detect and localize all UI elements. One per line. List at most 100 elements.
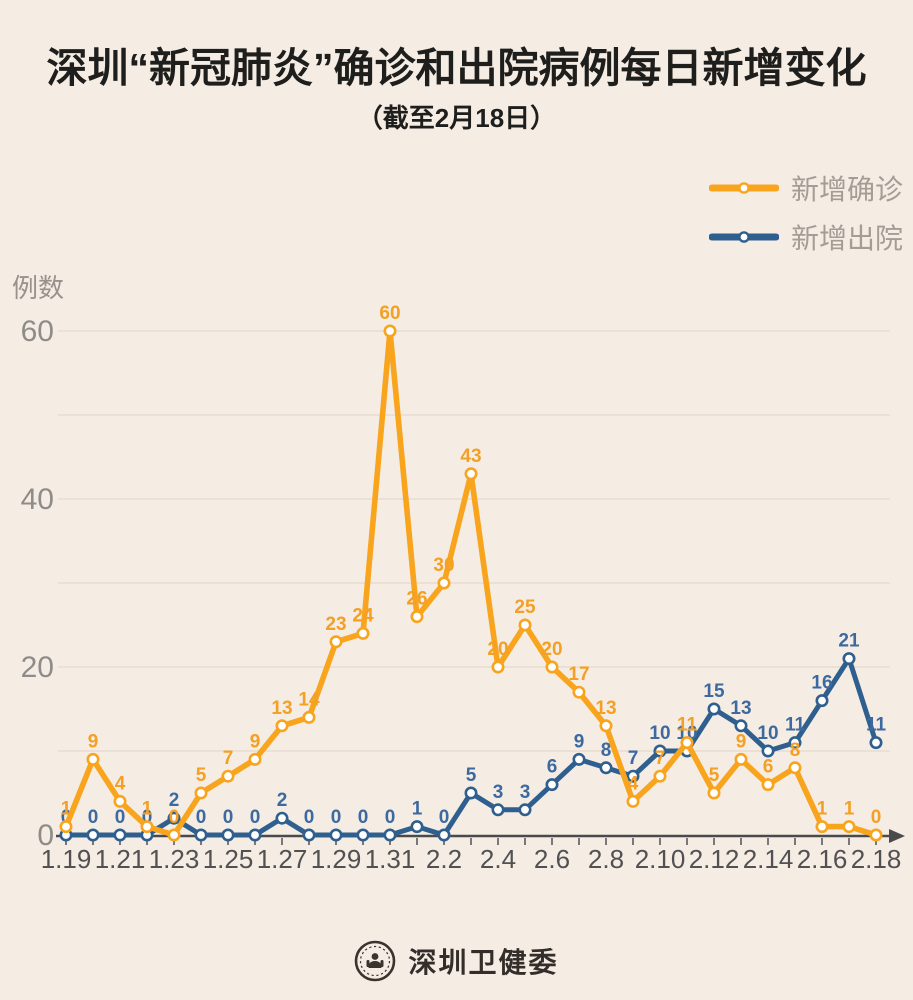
data-label-discharged: 0 [358, 807, 369, 828]
data-point-discharged [545, 778, 559, 792]
data-label-discharged: 10 [649, 723, 670, 744]
data-point-discharged [599, 761, 613, 775]
data-point-confirmed [653, 769, 667, 783]
data-point-discharged [761, 744, 775, 758]
x-tick-label: 2.6 [534, 844, 570, 874]
data-point-discharged [707, 702, 721, 716]
publisher-logo-icon [355, 940, 396, 982]
y-tick-label: 60 [21, 315, 54, 348]
series-line-discharged [63, 656, 879, 838]
data-point-discharged [491, 803, 505, 817]
legend-line-discharged-icon [708, 231, 779, 243]
data-label-discharged: 0 [61, 807, 72, 828]
data-label-discharged: 9 [574, 731, 585, 752]
data-label-discharged: 0 [142, 807, 153, 828]
data-point-confirmed [140, 820, 154, 834]
data-label-confirmed: 1 [61, 799, 72, 820]
data-label-confirmed: 6 [763, 757, 774, 778]
data-label-discharged: 3 [493, 782, 504, 803]
data-label-confirmed: 26 [406, 589, 427, 610]
data-point-confirmed [464, 467, 478, 481]
data-point-discharged [383, 828, 397, 842]
data-point-confirmed [491, 660, 505, 674]
legend-label-confirmed: 新增确诊 [790, 174, 903, 205]
data-label-discharged: 0 [250, 807, 261, 828]
data-point-confirmed [59, 820, 73, 834]
data-label-discharged: 21 [838, 631, 860, 652]
data-point-confirmed [383, 324, 397, 338]
data-label-discharged: 2 [169, 790, 180, 811]
data-label-confirmed: 43 [460, 446, 481, 467]
data-point-discharged [815, 694, 829, 708]
data-label-discharged: 13 [730, 698, 751, 719]
data-label-discharged: 7 [628, 748, 639, 769]
legend-item-confirmed: 新增确诊 [708, 168, 903, 208]
data-label-discharged: 11 [866, 715, 887, 736]
data-label-confirmed: 11 [677, 715, 698, 736]
data-label-discharged: 10 [676, 723, 697, 744]
x-tick-label: 1.21 [95, 844, 146, 874]
x-tick-label: 2.14 [743, 844, 794, 874]
data-point-confirmed [626, 794, 640, 808]
data-point-confirmed [599, 719, 613, 733]
legend-label-discharged: 新增出院 [790, 223, 903, 254]
x-tick-label: 2.8 [588, 844, 624, 874]
data-point-confirmed [221, 769, 235, 783]
data-label-discharged: 11 [785, 715, 806, 736]
data-point-confirmed [734, 752, 748, 766]
data-point-confirmed [248, 752, 262, 766]
data-point-confirmed [86, 752, 100, 766]
x-tick-label: 1.29 [311, 844, 362, 874]
data-label-confirmed: 13 [271, 698, 292, 719]
y-axis-unit-label: 例数 [12, 273, 65, 303]
data-point-discharged [194, 828, 208, 842]
x-tick-label: 2.2 [426, 844, 462, 874]
data-point-discharged [221, 828, 235, 842]
data-point-confirmed [302, 710, 316, 724]
data-label-discharged: 10 [757, 723, 778, 744]
data-label-confirmed: 0 [169, 807, 180, 828]
x-tick-label: 2.10 [635, 844, 686, 874]
data-label-discharged: 8 [601, 740, 612, 761]
data-point-confirmed [275, 719, 289, 733]
data-point-discharged [464, 786, 478, 800]
y-tick-label: 20 [21, 651, 54, 684]
data-label-confirmed: 60 [379, 303, 400, 324]
y-tick-label: 40 [21, 483, 54, 516]
data-label-discharged: 0 [385, 807, 396, 828]
data-label-confirmed: 5 [709, 765, 720, 786]
data-point-discharged [869, 736, 883, 750]
data-label-confirmed: 25 [514, 597, 536, 618]
x-tick-label: 1.25 [203, 844, 254, 874]
data-label-discharged: 6 [547, 757, 558, 778]
data-point-discharged [248, 828, 262, 842]
data-point-confirmed [437, 576, 451, 590]
data-point-confirmed [707, 786, 721, 800]
data-label-confirmed: 5 [196, 765, 207, 786]
data-label-confirmed: 17 [568, 664, 589, 685]
data-label-discharged: 2 [277, 790, 288, 811]
data-point-discharged [653, 744, 667, 758]
data-label-discharged: 0 [439, 807, 450, 828]
x-tick-label: 1.27 [257, 844, 308, 874]
data-point-confirmed [113, 794, 127, 808]
x-tick-label: 2.18 [851, 844, 902, 874]
data-point-confirmed [788, 761, 802, 775]
data-point-discharged [788, 736, 802, 750]
data-point-confirmed [194, 786, 208, 800]
legend-line-confirmed-icon [708, 182, 779, 194]
data-point-confirmed [167, 828, 181, 842]
data-point-discharged [356, 828, 370, 842]
data-point-confirmed [842, 820, 856, 834]
x-tick-label: 1.19 [41, 844, 92, 874]
footer: 深圳卫健委 [0, 940, 913, 982]
data-point-discharged [572, 752, 586, 766]
data-label-discharged: 1 [412, 799, 423, 820]
data-label-discharged: 5 [466, 765, 477, 786]
data-label-confirmed: 1 [844, 799, 855, 820]
data-label-confirmed: 23 [325, 614, 346, 635]
data-point-discharged [113, 828, 127, 842]
x-tick-label: 2.4 [480, 844, 516, 874]
